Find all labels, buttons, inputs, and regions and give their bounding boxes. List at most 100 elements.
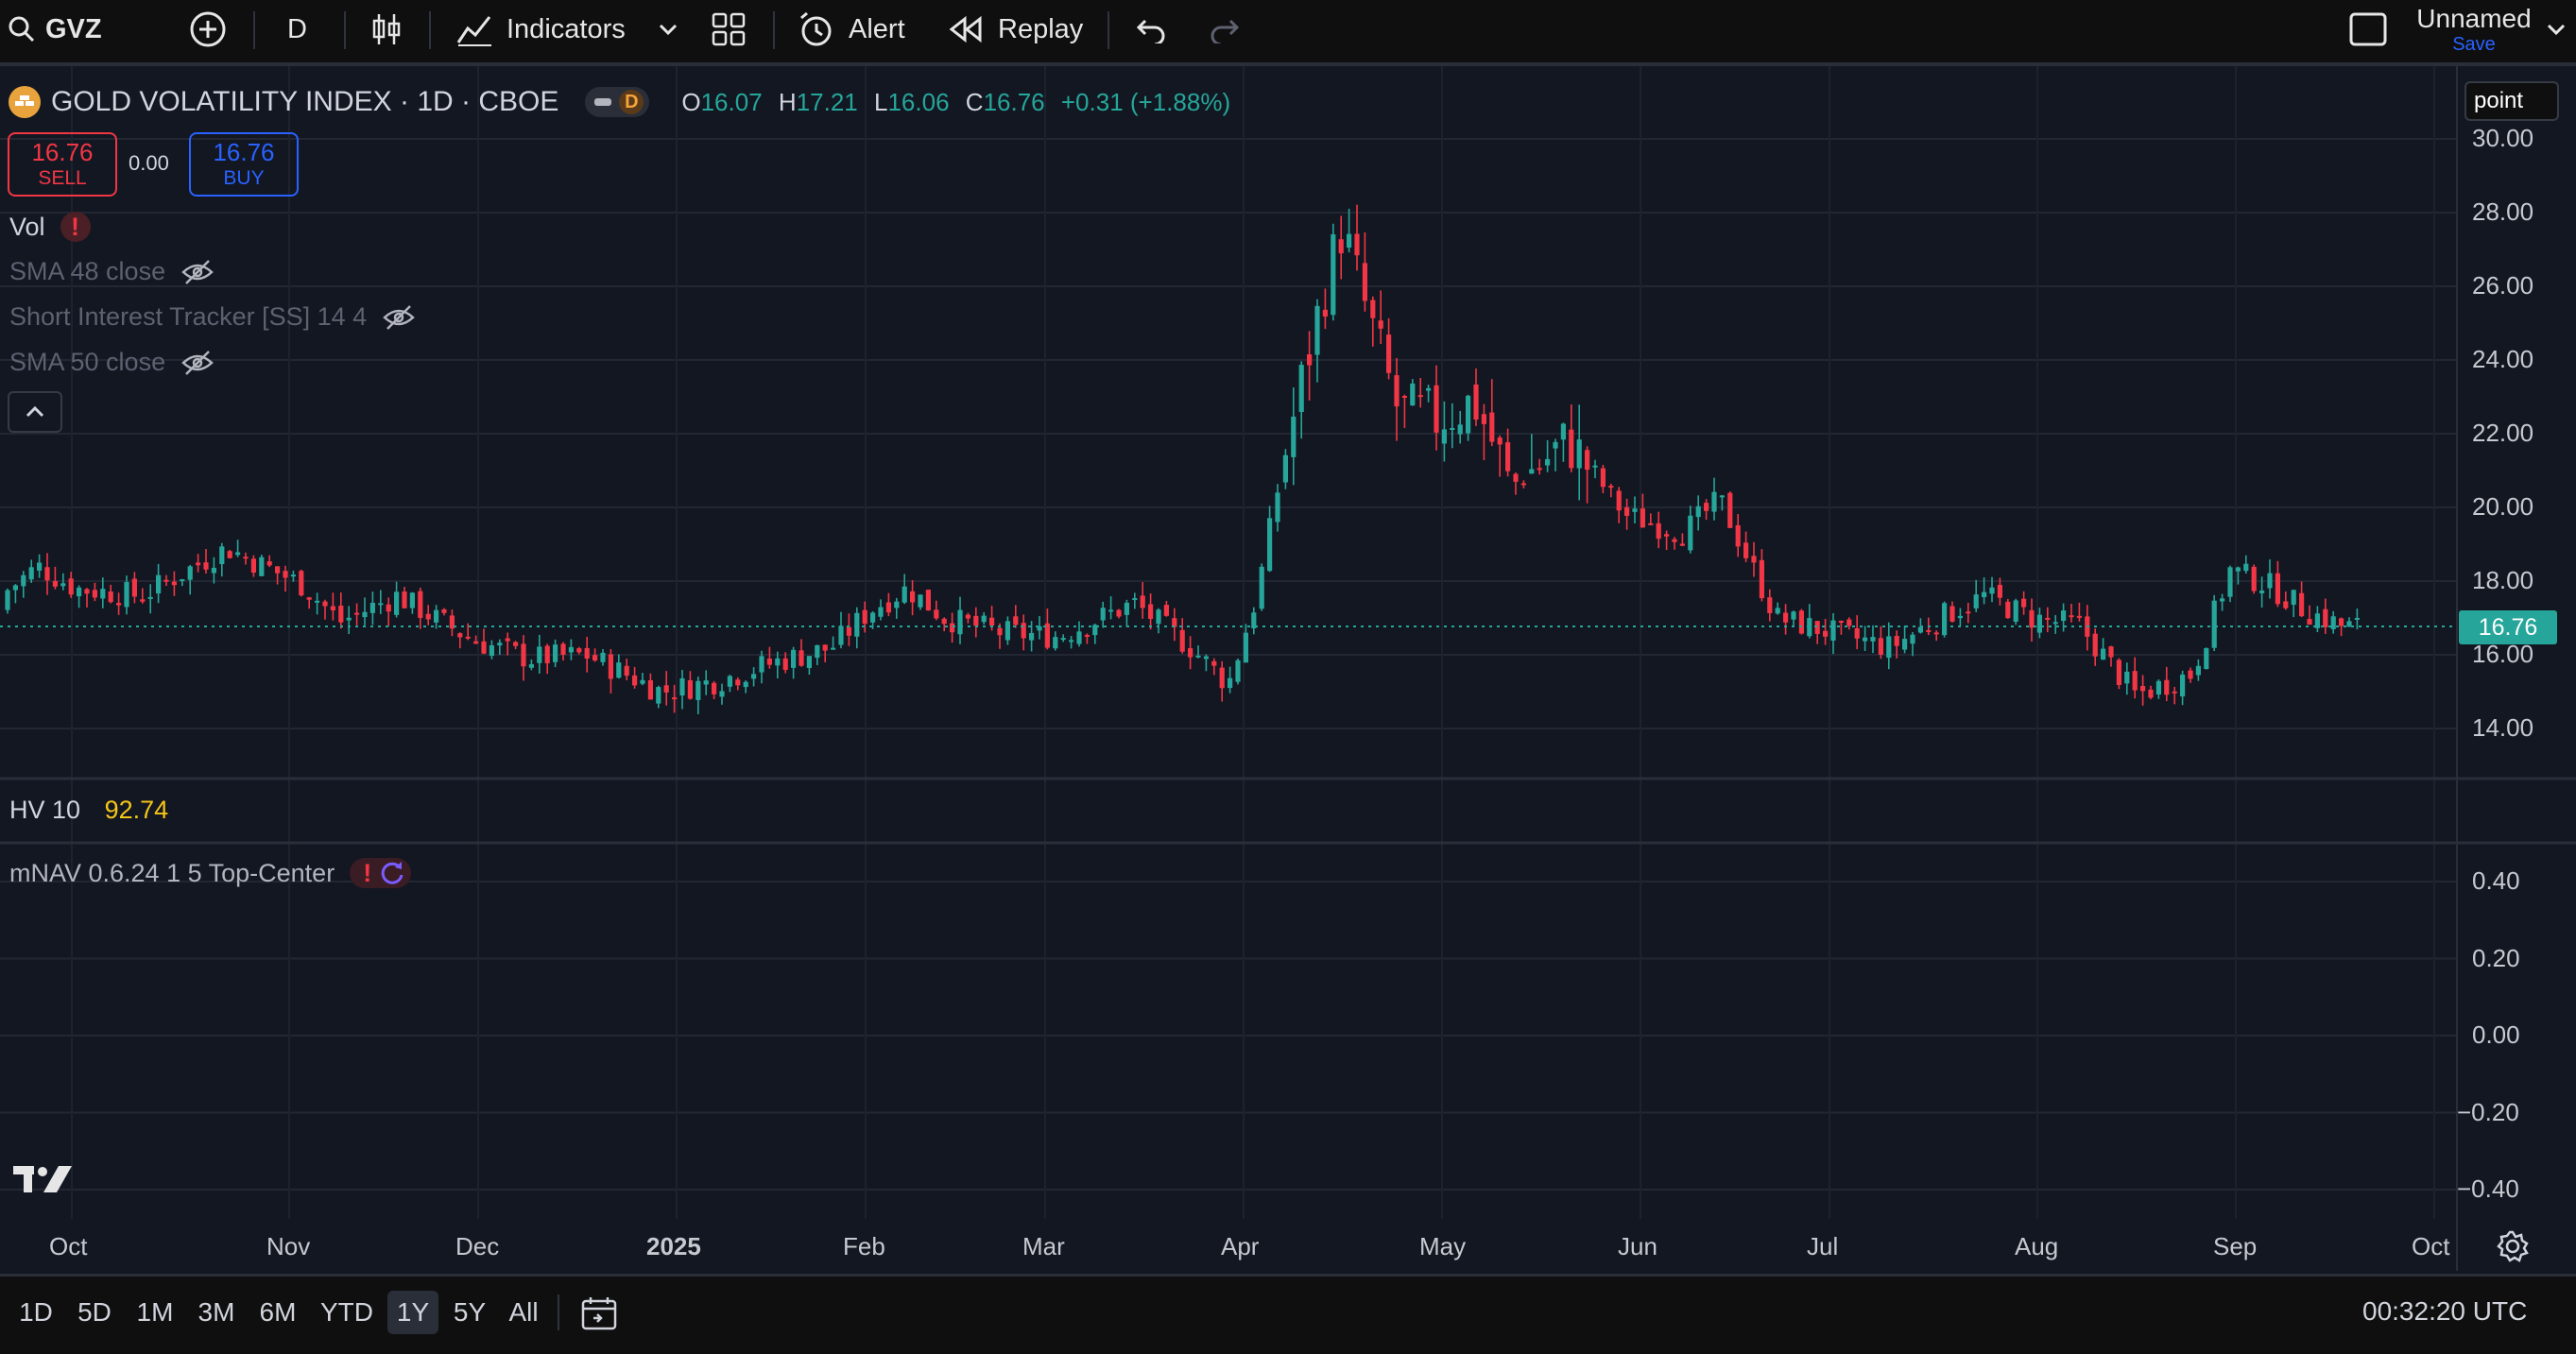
candle [1743, 531, 1749, 562]
indicators-dropdown[interactable] [658, 0, 678, 59]
layouts-button[interactable] [711, 0, 747, 59]
candle [1846, 617, 1852, 630]
candle [306, 596, 312, 609]
candle [2132, 657, 2138, 699]
candle [1029, 621, 1035, 652]
price-tick-label: 18.00 [2472, 566, 2534, 594]
candle [489, 640, 494, 660]
tradingview-logo[interactable] [11, 1162, 76, 1196]
candle [1219, 660, 1225, 702]
open-label: O [681, 87, 701, 116]
range-1m[interactable]: 1M [136, 1297, 174, 1327]
layout-name-button[interactable]: Unnamed Save [2412, 4, 2536, 57]
high-label: H [778, 87, 797, 116]
candle [2275, 560, 2280, 608]
price-tick-label: 14.00 [2472, 713, 2534, 742]
candle [1314, 299, 1320, 383]
candle [362, 597, 368, 626]
compare-button[interactable] [189, 0, 227, 59]
candle [965, 612, 970, 624]
candle [822, 644, 828, 662]
candle [719, 683, 725, 705]
range-ytd[interactable]: YTD [320, 1297, 373, 1327]
sma48-label: SMA 48 close [9, 257, 166, 285]
candle [1695, 495, 1701, 531]
range-5y[interactable]: 5Y [453, 1297, 487, 1327]
candle [815, 644, 820, 665]
hv-legend[interactable]: HV 10 92.74 [9, 796, 168, 825]
interval-button[interactable]: D [287, 0, 307, 59]
candle [235, 540, 241, 557]
divider [1108, 11, 1109, 49]
series-title: GOLD VOLATILITY INDEX · 1D · CBOE [51, 86, 559, 117]
candle [1291, 386, 1297, 486]
eye-hidden-icon[interactable] [382, 304, 416, 331]
range-1y[interactable]: 1Y [387, 1291, 438, 1334]
candle [290, 570, 296, 582]
candle [1037, 615, 1042, 640]
range-1d[interactable]: 1D [19, 1297, 53, 1327]
layout-dropdown[interactable] [2546, 0, 2567, 59]
candle [219, 542, 225, 577]
candle [497, 639, 503, 655]
chart-canvas[interactable] [0, 66, 2576, 1271]
candle [243, 552, 249, 565]
sell-button[interactable]: 16.76 SELL [8, 132, 117, 197]
candle [2029, 598, 2035, 643]
eye-hidden-icon[interactable] [180, 350, 215, 376]
buy-button[interactable]: 16.76 BUY [189, 132, 299, 197]
candle [1989, 576, 1995, 603]
candle [2267, 559, 2273, 599]
settings-gear-icon[interactable] [2497, 1230, 2529, 1262]
fullscreen-checkbox[interactable] [2349, 0, 2387, 59]
candle [1823, 618, 1829, 645]
candle [2045, 607, 2051, 633]
ohlc-values: O16.07 H17.21 L16.06 C16.76 +0.31 (+1.88… [681, 88, 1230, 117]
rewind-icon [949, 15, 982, 43]
redo-button[interactable] [1208, 0, 1240, 59]
candle [1069, 636, 1074, 649]
calendar-range-icon[interactable] [580, 1294, 618, 1332]
candle [1632, 496, 1638, 523]
mnav-legend[interactable]: mNAV 0.6.24 1 5 Top-Center ! [9, 858, 412, 888]
sma48-legend[interactable]: SMA 48 close [9, 257, 215, 286]
candle [831, 636, 836, 650]
replay-button[interactable]: Replay [949, 0, 1083, 59]
sma50-legend[interactable]: SMA 50 close [9, 348, 215, 377]
undo-button[interactable] [1136, 0, 1168, 59]
indicators-button[interactable]: Indicators [455, 0, 626, 59]
buy-price: 16.76 [213, 138, 275, 166]
chart-type-button[interactable] [370, 0, 403, 59]
candle [1553, 438, 1558, 471]
candle [108, 584, 113, 604]
candle [1362, 231, 1367, 312]
market-status-badge[interactable]: D [585, 87, 650, 117]
short-interest-legend[interactable]: Short Interest Tracker [SS] 14 4 [9, 302, 416, 332]
alert-button[interactable]: Alert [798, 0, 905, 59]
candle [1679, 533, 1685, 546]
clock-utc[interactable]: 00:32:20 UTC [2362, 1296, 2528, 1326]
collapse-legend-button[interactable] [8, 391, 62, 433]
candle [632, 666, 638, 689]
point-input[interactable] [2464, 81, 2559, 121]
candle [1910, 631, 1915, 657]
candle [156, 563, 162, 604]
low-value: 16.06 [887, 87, 950, 116]
candle [528, 659, 534, 671]
divider [253, 11, 255, 49]
symbol-search[interactable]: GVZ [8, 0, 102, 59]
range-all[interactable]: All [508, 1297, 539, 1327]
range-6m[interactable]: 6M [259, 1297, 297, 1327]
candle [259, 555, 265, 576]
candle [870, 610, 876, 629]
eye-hidden-icon[interactable] [180, 259, 215, 285]
candle [1608, 483, 1614, 498]
range-3m[interactable]: 3M [197, 1297, 235, 1327]
candle [1228, 666, 1233, 694]
candle [616, 654, 622, 679]
candle [28, 559, 34, 583]
vol-indicator-legend[interactable]: Vol ! [9, 212, 91, 242]
candle [275, 566, 281, 585]
range-5d[interactable]: 5D [77, 1297, 112, 1327]
buy-label: BUY [223, 167, 265, 189]
